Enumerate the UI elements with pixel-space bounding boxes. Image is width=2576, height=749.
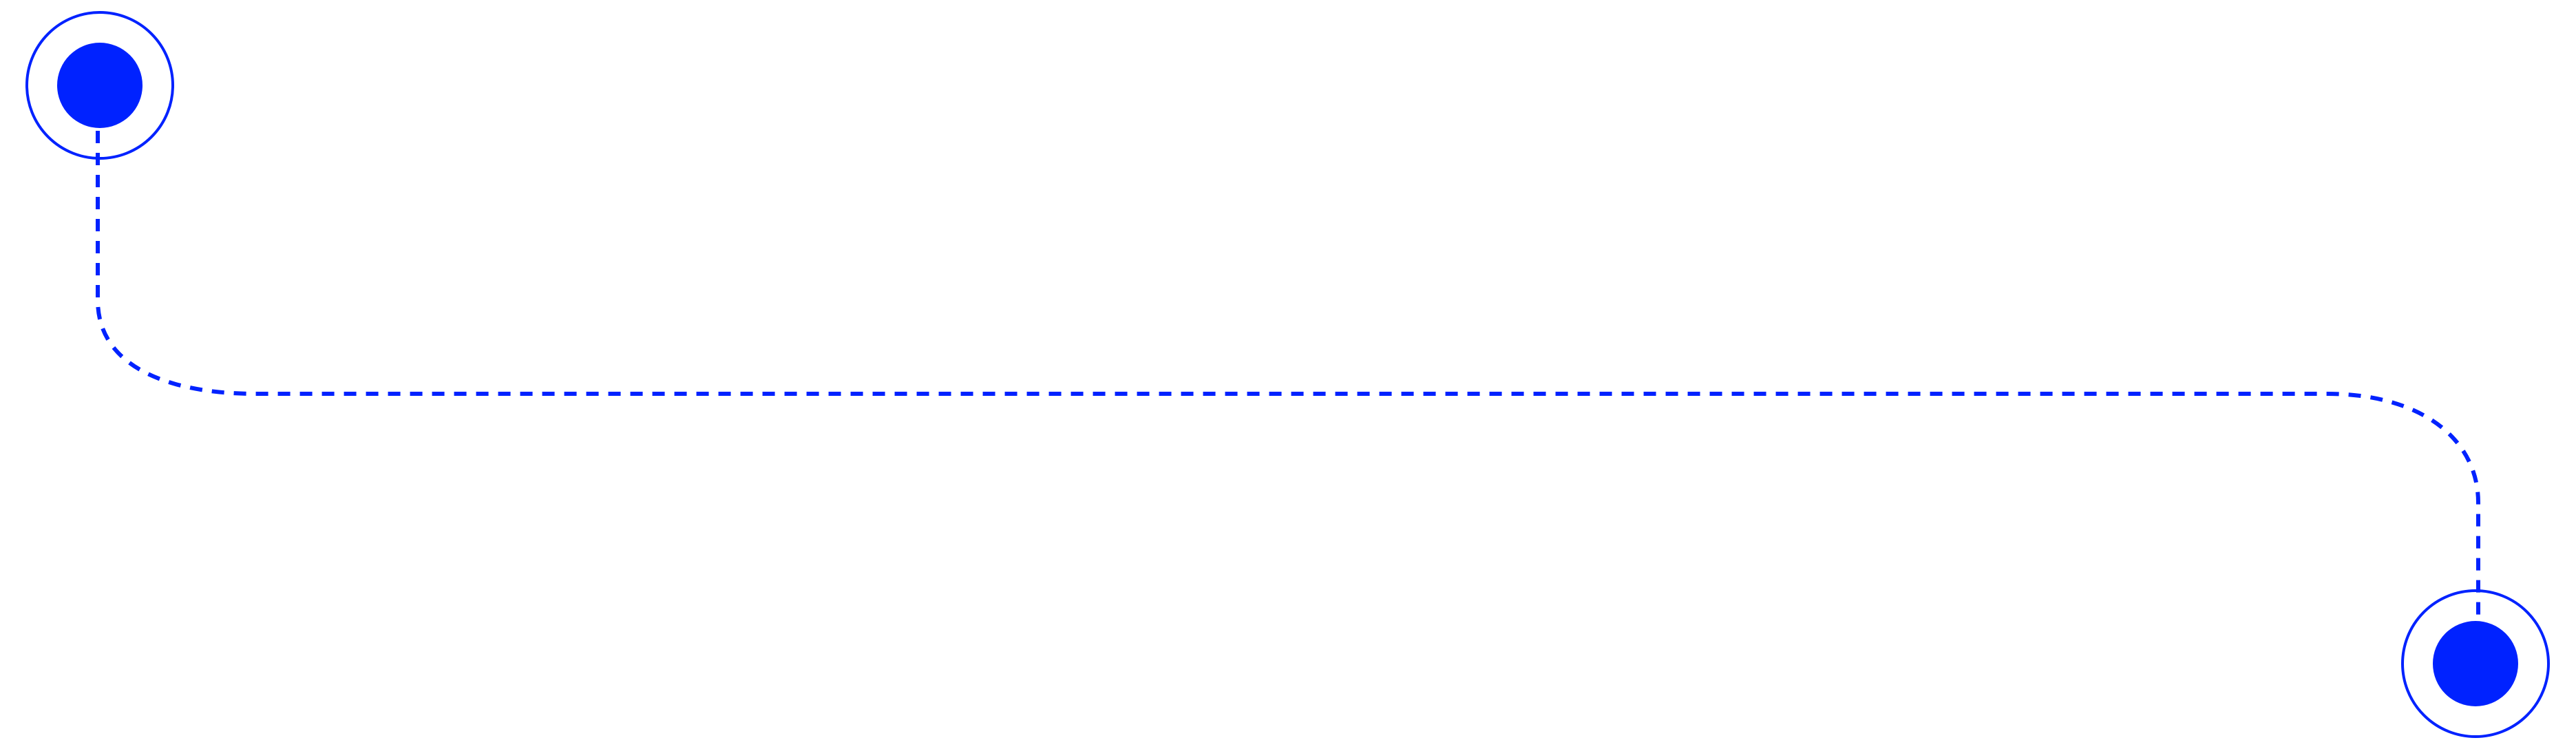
start-node-dot-icon bbox=[57, 43, 142, 128]
end-node[interactable] bbox=[2401, 589, 2550, 738]
start-node-ring-icon bbox=[25, 11, 174, 160]
end-node-dot-icon bbox=[2433, 621, 2518, 706]
start-node[interactable] bbox=[25, 11, 174, 160]
end-node-ring-icon bbox=[2401, 589, 2550, 738]
dashed-connector-line bbox=[96, 131, 2480, 620]
